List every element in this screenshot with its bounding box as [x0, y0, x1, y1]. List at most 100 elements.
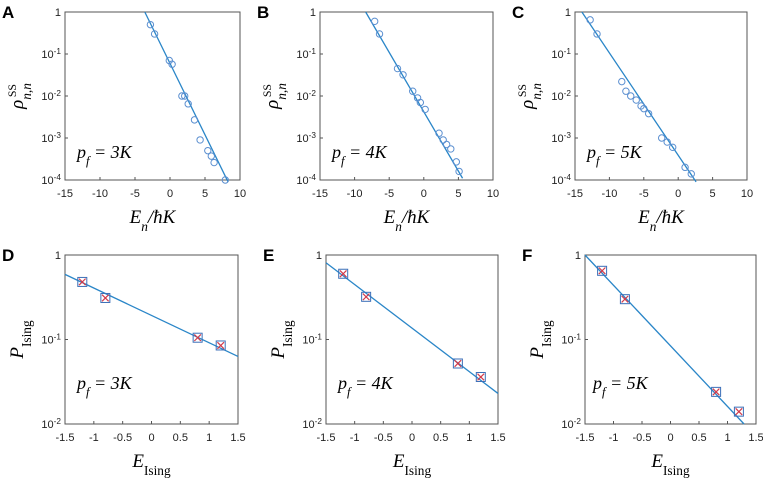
x-axis-title: En/ħK [383, 207, 431, 234]
data-point [593, 30, 601, 38]
x-tick-label: 10 [487, 188, 499, 200]
data-point [435, 129, 443, 137]
x-tick-label: 0 [409, 432, 415, 444]
y-axis-title: PIsing [7, 320, 34, 360]
parameter-annotation: pf = 4K [330, 142, 388, 168]
data-point [393, 64, 402, 73]
y-axis-title: ρn,nSS [6, 83, 33, 110]
y-tick-label: 10-1 [302, 332, 322, 347]
x-tick-label: -10 [601, 188, 617, 200]
x-tick-label: -1 [609, 432, 619, 444]
panel-c: C -15 -10 -5 0 5 10 1 10-1 10-2 10-3 10-4 pf = 5K En/… [512, 3, 753, 234]
fit-line [365, 11, 464, 179]
data-point [190, 116, 199, 124]
data-point [640, 104, 648, 113]
data-point [452, 158, 461, 166]
data-point [632, 96, 640, 104]
x-tick-label: 10 [741, 188, 753, 200]
data-point [681, 163, 689, 172]
plot-frame [325, 254, 499, 425]
fit-line [581, 11, 697, 183]
y-tick-label: 10-2 [41, 417, 61, 432]
panel-b: B -15 -10 -5 0 5 10 1 10-1 10-2 10-3 10-4 pf = 4K En/… [257, 3, 499, 234]
x-tick-label: -1.5 [576, 432, 595, 444]
data-point [455, 167, 463, 176]
data-point [447, 145, 455, 153]
panel-letter: D [2, 246, 14, 265]
x-tick-label: 5 [202, 188, 208, 200]
panel-letter: B [257, 3, 269, 22]
x-tick-label: -15 [567, 188, 583, 200]
panel-d: D -1.5 -1 -0.5 0 0.5 1 1.5 1 10-1 10-2 pf = 3K EIsin… [2, 246, 246, 478]
x-tick-label: 1.5 [230, 432, 245, 444]
data-point [338, 268, 349, 279]
data-point [663, 138, 671, 146]
data-point [221, 176, 230, 184]
y-tick-label: 1 [55, 7, 61, 19]
data-point [215, 340, 226, 351]
fit-line [584, 254, 745, 425]
x-tick-label: 10 [234, 188, 246, 200]
parameter-annotation: pf = 4K [336, 373, 394, 399]
y-tick-label: 10-3 [551, 131, 571, 146]
x-tick-label: 0 [167, 188, 173, 200]
data-point [421, 105, 429, 114]
y-tick-label: 1 [310, 7, 316, 19]
data-point [618, 77, 626, 86]
y-tick-label: 10-4 [296, 173, 316, 188]
parameter-annotation: pf = 3K [75, 373, 133, 399]
x-tick-label: 0.5 [173, 432, 188, 444]
x-tick-label: -0.5 [633, 432, 652, 444]
y-tick-label: 10-1 [296, 47, 316, 62]
data-point [181, 92, 189, 100]
data-point [619, 294, 630, 305]
data-point [100, 292, 111, 303]
x-tick-label: 0.5 [691, 432, 706, 444]
data-point [178, 92, 186, 100]
panel-letter: C [512, 3, 524, 22]
data-point [77, 276, 88, 287]
x-tick-label: 1.5 [490, 432, 505, 444]
x-tick-label: -15 [312, 188, 328, 200]
x-tick-label: 0 [421, 188, 427, 200]
data-point [192, 332, 203, 343]
x-tick-label: -1.5 [317, 432, 336, 444]
x-tick-label: -5 [130, 188, 140, 200]
x-tick-label: 1.5 [748, 432, 763, 444]
data-point [150, 30, 159, 38]
data-point [644, 109, 653, 118]
y-tick-label: 10-1 [41, 332, 61, 347]
y-tick-label: 10-1 [41, 47, 61, 62]
panel-a: A -15 -10 -5 0 5 10 1 10-1 10-2 10-3 10-4 pf = 3K En/… [2, 3, 246, 234]
y-tick-label: 1 [575, 250, 581, 262]
x-tick-label: -10 [347, 188, 363, 200]
y-tick-label: 10-4 [41, 173, 61, 188]
x-tick-label: 0 [667, 432, 673, 444]
data-point [622, 87, 630, 95]
x-tick-label: -15 [57, 188, 73, 200]
y-tick-label: 1 [55, 250, 61, 262]
x-tick-label: 0 [148, 432, 154, 444]
y-axis-title: ρn,nSS [261, 83, 288, 110]
parameter-annotation: pf = 3K [75, 142, 133, 168]
fit-line [144, 11, 229, 183]
panel-letter: F [522, 246, 532, 265]
data-point [416, 98, 425, 107]
x-tick-label: 1 [724, 432, 730, 444]
data-point [627, 92, 635, 100]
panel-letter: E [263, 246, 274, 265]
x-tick-label: -0.5 [374, 432, 393, 444]
x-axis-title: En/ħK [129, 207, 177, 234]
x-tick-label: 5 [710, 188, 716, 200]
data-point [409, 87, 417, 95]
data-point [586, 16, 594, 24]
x-tick-label: -0.5 [113, 432, 132, 444]
parameter-annotation: pf = 5K [591, 373, 649, 399]
data-point [711, 386, 722, 397]
x-axis-title: EIsing [131, 451, 171, 478]
y-tick-label: 10-2 [302, 417, 322, 432]
data-point [207, 152, 216, 160]
x-tick-label: -5 [639, 188, 649, 200]
x-tick-label: 0 [675, 188, 681, 200]
